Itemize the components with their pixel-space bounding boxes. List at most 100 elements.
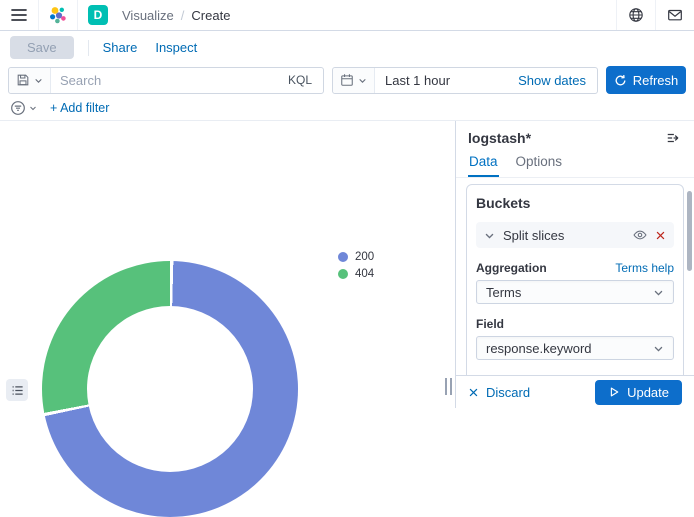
refresh-icon bbox=[615, 74, 626, 85]
legend-label: 404 bbox=[355, 268, 375, 280]
legend-item[interactable]: 404 bbox=[338, 268, 374, 280]
aggregation-label: Aggregation bbox=[476, 261, 547, 275]
chevron-down-icon bbox=[654, 290, 663, 295]
buckets-card: Buckets Split slices bbox=[466, 184, 684, 375]
field-label-row: Field bbox=[476, 317, 674, 331]
legend: 200 404 bbox=[338, 251, 374, 280]
update-label: Update bbox=[627, 384, 669, 400]
panel-resize-handle[interactable] bbox=[445, 378, 452, 395]
globe-icon bbox=[629, 8, 643, 22]
list-icon bbox=[12, 385, 23, 395]
toolbar-separator bbox=[87, 39, 89, 56]
share-button[interactable]: Share bbox=[102, 40, 138, 55]
header-separator bbox=[616, 0, 617, 30]
donut-chart[interactable] bbox=[42, 261, 298, 517]
header-separator bbox=[655, 0, 656, 30]
discard-button[interactable]: Discard bbox=[468, 385, 530, 400]
refresh-label: Refresh bbox=[632, 72, 679, 88]
inspect-button[interactable]: Inspect bbox=[155, 40, 198, 55]
filter-icon bbox=[11, 101, 25, 115]
eye-icon bbox=[633, 230, 647, 240]
aggregation-label-row: Aggregation Terms help bbox=[476, 261, 674, 275]
top-header: D Visualize / Create bbox=[0, 0, 694, 31]
chevron-down-icon bbox=[35, 78, 42, 83]
query-bar: KQL Last 1 hour Show dates Refresh bbox=[0, 64, 694, 96]
query-language-button[interactable]: KQL bbox=[287, 73, 312, 87]
breadcrumb-visualize[interactable]: Visualize bbox=[122, 7, 174, 23]
show-dates-button[interactable]: Show dates bbox=[518, 72, 586, 88]
newsfeed-button[interactable] bbox=[656, 0, 694, 30]
panel-scrollbar[interactable] bbox=[687, 191, 692, 271]
legend-toggle-button[interactable] bbox=[6, 379, 28, 401]
buckets-section-title: Buckets bbox=[476, 195, 531, 211]
field-label: Field bbox=[476, 317, 505, 331]
play-icon bbox=[610, 387, 619, 397]
editor-tabs: Data Options bbox=[456, 149, 694, 178]
header-separator bbox=[38, 0, 39, 30]
space-badge[interactable]: D bbox=[88, 5, 108, 25]
collapse-panel-icon bbox=[667, 133, 679, 143]
saved-query-menu-button[interactable] bbox=[9, 67, 51, 93]
elastic-logo-button[interactable] bbox=[39, 0, 77, 30]
legend-item[interactable]: 200 bbox=[338, 251, 374, 263]
split-slices-accordion[interactable]: Split slices bbox=[476, 222, 674, 248]
terms-help-link[interactable]: Terms help bbox=[615, 261, 674, 275]
visualization-area: 200 404 bbox=[0, 121, 455, 517]
order-by-label-row: Order by bbox=[476, 373, 674, 375]
menu-button[interactable] bbox=[0, 0, 38, 30]
tab-data[interactable]: Data bbox=[468, 149, 499, 177]
breadcrumb: Visualize / Create bbox=[122, 8, 230, 23]
panel-body: Buckets Split slices bbox=[456, 178, 694, 375]
breadcrumb-create: Create bbox=[191, 7, 231, 23]
aggregation-group: Aggregation Terms help Terms bbox=[476, 261, 674, 304]
toggle-visibility-button[interactable] bbox=[633, 228, 647, 242]
chevron-down-icon bbox=[654, 346, 663, 351]
search-input[interactable] bbox=[51, 72, 277, 88]
add-filter-button[interactable]: + Add filter bbox=[50, 101, 110, 115]
panel-header: logstash* bbox=[456, 121, 694, 149]
elastic-logo-icon bbox=[50, 7, 66, 24]
chevron-down-icon bbox=[359, 78, 366, 83]
close-icon bbox=[656, 231, 665, 239]
filter-set-menu-button[interactable] bbox=[10, 100, 37, 116]
main-content: 200 404 logstash* Data Options bbox=[0, 121, 694, 517]
save-query-icon bbox=[17, 74, 29, 86]
date-quick-menu-button[interactable] bbox=[333, 67, 375, 93]
help-menu-button[interactable] bbox=[617, 0, 655, 30]
legend-swatch-icon bbox=[338, 252, 348, 262]
refresh-button[interactable]: Refresh bbox=[606, 66, 686, 94]
chevron-down-icon bbox=[485, 233, 494, 239]
hamburger-icon bbox=[11, 9, 27, 21]
aggregation-value: Terms bbox=[486, 284, 522, 300]
field-value: response.keyword bbox=[486, 340, 592, 356]
mail-icon bbox=[668, 9, 682, 21]
legend-swatch-icon bbox=[338, 269, 348, 279]
order-by-group: Order by Metric: Count bbox=[476, 373, 674, 375]
top-nav-toolbar: Save Share Inspect bbox=[0, 31, 694, 64]
header-left: D Visualize / Create bbox=[0, 0, 230, 30]
filter-bar: + Add filter bbox=[0, 96, 694, 121]
remove-bucket-button[interactable] bbox=[655, 230, 666, 241]
panel-footer: Discard Update bbox=[456, 375, 694, 408]
collapse-panel-button[interactable] bbox=[664, 129, 682, 147]
field-select[interactable]: response.keyword bbox=[476, 336, 674, 360]
chevron-down-icon bbox=[30, 106, 36, 111]
split-slices-label: Split slices bbox=[503, 227, 565, 243]
vis-editor-panel: logstash* Data Options Buckets Split sli… bbox=[455, 121, 694, 408]
discard-label: Discard bbox=[486, 384, 531, 400]
header-right bbox=[616, 0, 694, 30]
legend-label: 200 bbox=[355, 251, 375, 263]
index-pattern-title: logstash* bbox=[468, 130, 532, 146]
save-button[interactable]: Save bbox=[10, 36, 74, 59]
update-button[interactable]: Update bbox=[595, 379, 682, 405]
tab-options[interactable]: Options bbox=[515, 154, 563, 169]
search-control: KQL bbox=[8, 66, 324, 94]
header-separator bbox=[77, 0, 78, 30]
date-picker-control: Last 1 hour Show dates bbox=[332, 66, 598, 94]
order-by-label: Order by bbox=[476, 373, 526, 375]
calendar-icon bbox=[341, 74, 353, 86]
time-range-value[interactable]: Last 1 hour bbox=[385, 72, 451, 88]
breadcrumb-separator: / bbox=[180, 7, 185, 23]
aggregation-select[interactable]: Terms bbox=[476, 280, 674, 304]
